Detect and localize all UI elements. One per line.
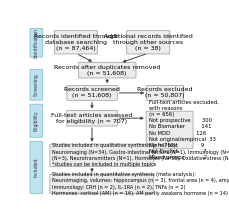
Text: Studies included in quantitative synthesis (meta-analysis):
Neuroimaging, volume: Studies included in quantitative synthes… (52, 172, 229, 196)
FancyBboxPatch shape (126, 31, 169, 54)
FancyBboxPatch shape (78, 62, 135, 78)
Text: Additional records identified
through other sources
(n = 38): Additional records identified through ot… (103, 34, 192, 51)
FancyBboxPatch shape (30, 141, 42, 194)
Text: Records screened
(n = 51,608): Records screened (n = 51,608) (64, 87, 120, 99)
FancyBboxPatch shape (50, 144, 153, 166)
FancyBboxPatch shape (30, 70, 42, 100)
Text: Full-text articles assessed
for eligibility (n = 707): Full-text articles assessed for eligibil… (51, 113, 132, 124)
Text: Records excluded
(n = 50,807): Records excluded (n = 50,807) (137, 87, 192, 99)
FancyBboxPatch shape (30, 104, 42, 137)
FancyBboxPatch shape (66, 85, 117, 100)
Text: Records identified through
database searching
(n = 87,464): Records identified through database sear… (34, 34, 117, 51)
FancyBboxPatch shape (54, 31, 97, 54)
Text: Screening: Screening (34, 74, 39, 96)
Text: Full-text articles excluded,
with reasons
(n = 656)
Not prospective       300
No: Full-text articles excluded, with reason… (148, 100, 217, 160)
FancyBboxPatch shape (146, 85, 183, 100)
Text: Included: Included (34, 158, 39, 177)
FancyBboxPatch shape (145, 111, 192, 149)
FancyBboxPatch shape (50, 174, 153, 193)
FancyBboxPatch shape (66, 110, 117, 126)
Text: Identification: Identification (34, 28, 39, 58)
Text: Records after duplicates removed
(n = 51,608): Records after duplicates removed (n = 51… (54, 65, 160, 76)
Text: Eligibility: Eligibility (34, 110, 39, 131)
FancyBboxPatch shape (30, 28, 42, 57)
Text: Studies included in qualitative synthesis (n = 757):
Neuroimaging (N=34), Gastro: Studies included in qualitative synthesi… (52, 143, 229, 167)
